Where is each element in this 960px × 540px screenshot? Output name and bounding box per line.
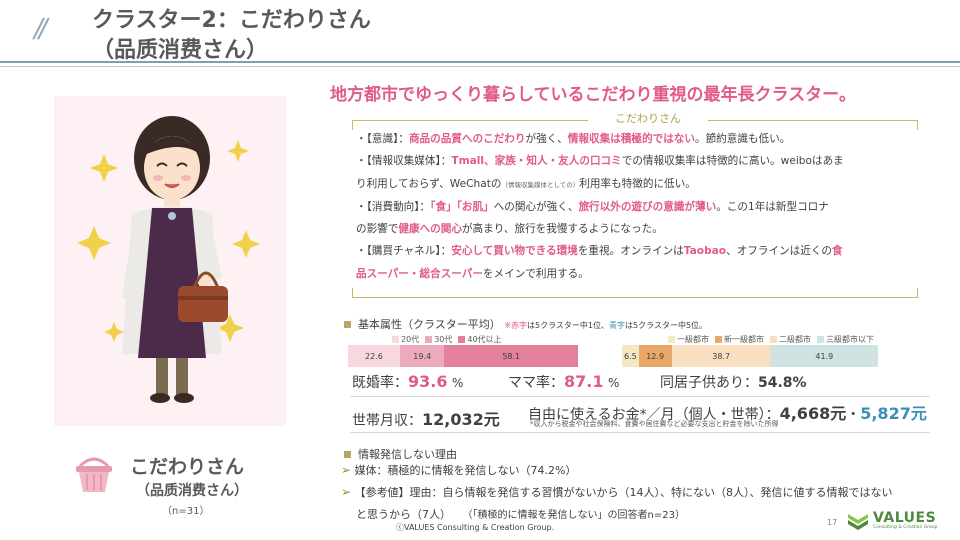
- copyright: ⓒVALUES Consulting & Creation Group.: [396, 523, 555, 532]
- age-segment-1: 19.4: [399, 345, 445, 367]
- married-rate: 既婚率：93.6 %: [352, 372, 464, 391]
- shopping-basket-icon: [74, 452, 114, 494]
- cohabit-child-rate: 同居子供あり：54.8%: [660, 375, 807, 391]
- box-label: こだわりさん: [588, 110, 708, 126]
- persona-subtitle: （品质消费さん）: [136, 483, 248, 499]
- cluster-headline: 地方都市でゆっくり暮らしているこだわり重視の最年長クラスター。: [330, 85, 856, 105]
- household-income: 世帯月収：12,032元: [352, 410, 500, 429]
- info-section-title: 情報発信しない理由: [358, 448, 457, 461]
- mama-rate: ママ率：87.1 %: [508, 372, 620, 391]
- age-legend-20s: 20代: [392, 334, 419, 345]
- age-distribution-bar: 22.6 19.4 58.1: [348, 345, 578, 367]
- persona-illustration: [54, 96, 286, 426]
- city-legend-new-tier1: 新一級都市: [715, 334, 764, 345]
- city-tier-distribution-bar: 6.5 12.9 38.7 41.9: [622, 345, 878, 367]
- header-rule-thin: [0, 66, 960, 67]
- reason-media: ➢ 媒体：積極的に情報を発信しない（74.2%）: [341, 463, 577, 477]
- header-slash-decoration: //: [34, 14, 47, 44]
- city-segment-2: 38.7: [671, 345, 771, 367]
- feature-bullets: ・【意識】：商品の品質へのこだわりが強く、情報収集は積極的ではない。節約意識も低…: [356, 128, 922, 285]
- bullet-awareness: ・【意識】：商品の品質へのこだわりが強く、情報収集は積極的ではない。節約意識も低…: [356, 133, 791, 145]
- reason-reference-cont: と思うから（7人） （「積極的に情報を発信しない」の回答者n=23）: [356, 508, 685, 521]
- age-legend-30s: 30代: [425, 334, 452, 345]
- city-legend: 一級都市 新一級都市 二級都市 三級都市以下: [668, 334, 874, 345]
- attributes-title: 基本属性（クラスター平均） ※赤字は5クラスター中1位、青字は5クラスター中5位…: [358, 318, 708, 331]
- disposable-money: 自由に使えるお金*／月（個人・世帯）：4,668元・5,827元: [528, 404, 927, 423]
- woman-with-handbag-illustration: [77, 116, 260, 403]
- page-number: 17: [827, 518, 838, 527]
- bullet-consumption: ・【消費動向】：「食」「お肌」への関心が強く、旅行以外の遊びの意識が薄い。この1…: [356, 200, 829, 213]
- header-rule: [0, 61, 960, 63]
- section-marker: [344, 321, 351, 328]
- city-segment-3: 41.9: [770, 345, 878, 367]
- age-segment-0: 22.6: [348, 345, 400, 367]
- city-legend-tier3: 三級都市以下: [817, 334, 874, 345]
- stats-divider-2: [350, 432, 930, 433]
- bullet-media: ・【情報収集媒体】：Tmall、家族・知人・友人の口コミでの情報収集率は特徴的に…: [356, 155, 844, 168]
- city-segment-1: 12.9: [638, 345, 672, 367]
- age-legend: 20代 30代 40代以上: [392, 334, 502, 345]
- bullet-channel: ・【購買チャネル】：安心して買い物できる環境を重視。オンラインはTaobao、オ…: [356, 245, 843, 258]
- persona-name: こだわりさん: [130, 456, 245, 478]
- city-legend-tier2: 二級都市: [770, 334, 811, 345]
- page-title: クラスター2：こだわりさん: [92, 8, 371, 33]
- stats-divider: [350, 396, 930, 397]
- city-legend-tier1: 一級都市: [668, 334, 709, 345]
- bullet-media-cont: り利用しておらず、WeChatの（情報収集媒体としての）利用率も特徴的に低い。: [356, 177, 696, 190]
- bracket-bottom: [352, 288, 918, 298]
- page-title-sub: （品质消费さん）: [92, 38, 269, 63]
- disposable-money-note: *収入から税金や社会保険料、食費や居住費など必要な支出と貯金を除いた所得: [530, 420, 779, 428]
- bullet-channel-cont: 品スーパー・総合スーパーをメインで利用する。: [356, 267, 589, 280]
- section-marker-2: [344, 451, 351, 458]
- arrow-icon: ➢: [341, 485, 352, 499]
- age-segment-2: 58.1: [444, 345, 578, 367]
- reason-reference: ➢ 【参考値】理由：自ら情報を発信する習慣がないから（14人）、特にない（8人）…: [341, 485, 893, 499]
- values-logo-icon: [848, 514, 868, 530]
- bullet-consumption-cont: の影響で健康への関心が高まり、旅行を我慢するようになった。: [356, 223, 663, 236]
- arrow-icon: ➢: [341, 463, 352, 477]
- city-segment-0: 6.5: [622, 345, 639, 367]
- age-legend-40plus: 40代以上: [458, 334, 502, 345]
- values-logo: VALUES Consulting & Creation Group: [846, 510, 937, 530]
- persona-sample-size: （n=31）: [162, 506, 210, 517]
